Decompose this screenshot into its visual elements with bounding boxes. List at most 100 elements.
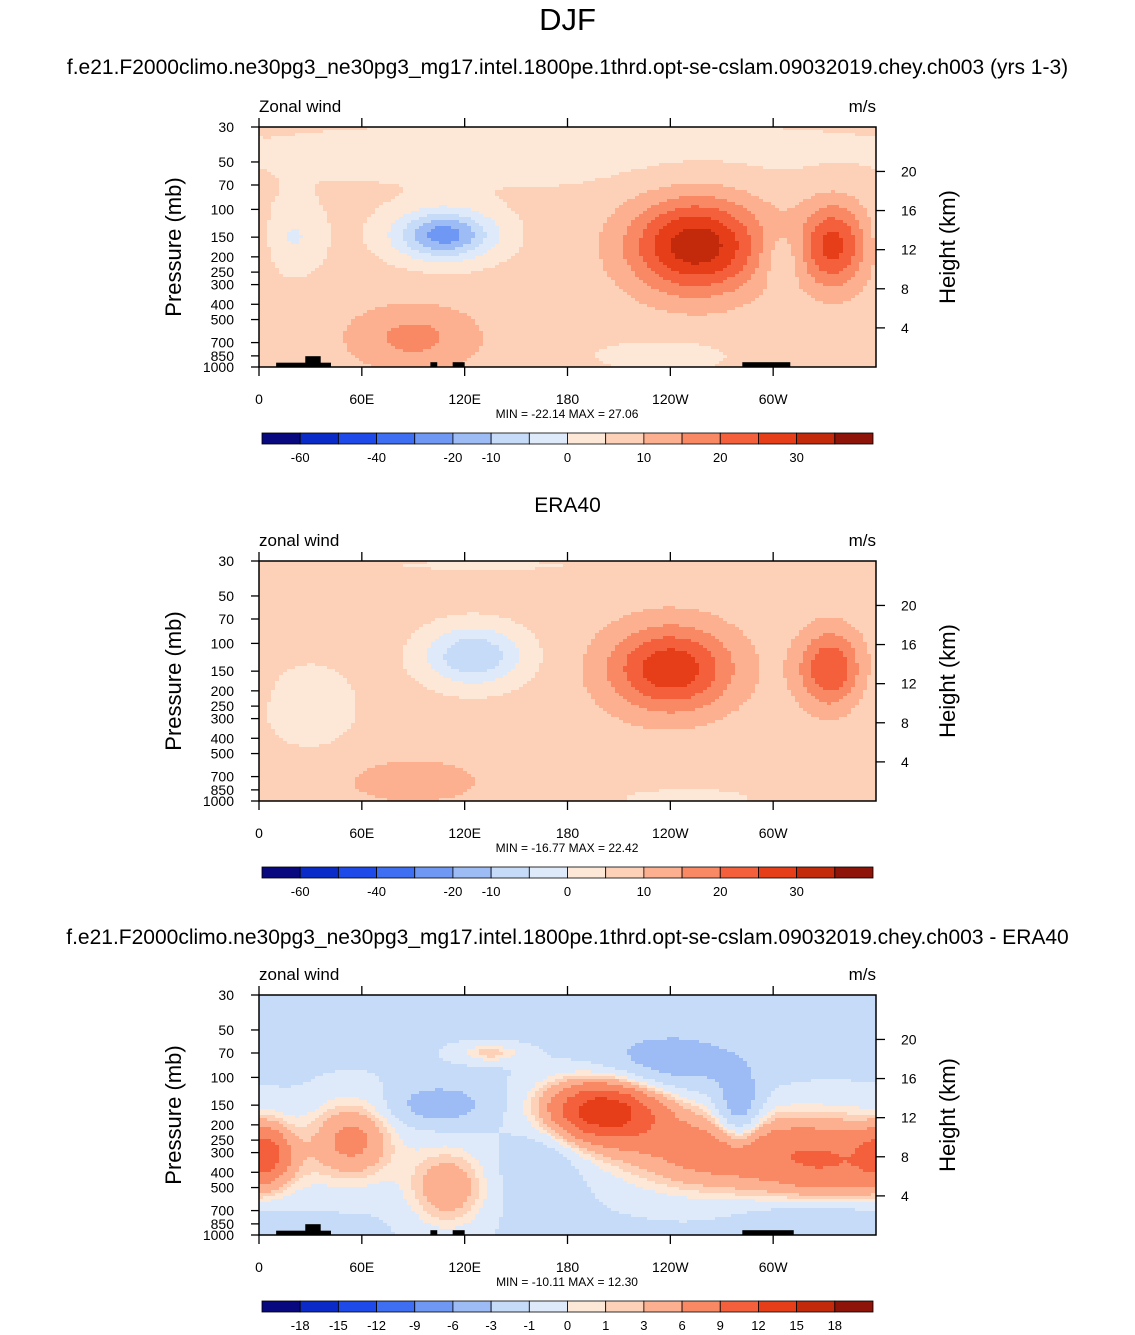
field-cell	[771, 175, 776, 179]
field-cell	[423, 148, 428, 152]
field-cell	[863, 181, 868, 185]
field-cell	[279, 127, 284, 131]
field-cell	[599, 199, 604, 203]
field-cell	[427, 211, 432, 215]
field-cell	[363, 172, 368, 176]
field-cell	[399, 157, 404, 161]
field-cell	[327, 145, 332, 149]
field-cell	[563, 160, 568, 164]
field-cell	[355, 169, 360, 173]
field-cell	[531, 178, 536, 182]
field-cell	[791, 130, 796, 134]
field-cell	[855, 214, 860, 218]
field-cell	[451, 208, 456, 212]
field-cell	[775, 175, 780, 179]
field-cell	[403, 163, 408, 167]
field-cell	[567, 172, 572, 176]
field-cell	[495, 190, 500, 194]
field-cell	[459, 217, 464, 221]
field-cell	[851, 193, 856, 197]
field-cell	[747, 217, 752, 221]
field-cell	[395, 145, 400, 149]
field-cell	[395, 130, 400, 134]
field-cell	[471, 151, 476, 155]
field-cell	[623, 214, 628, 218]
field-cell	[467, 190, 472, 194]
field-cell	[699, 205, 704, 209]
field-cell	[871, 199, 876, 203]
field-cell	[587, 211, 592, 215]
field-cell	[327, 181, 332, 185]
field-cell	[627, 133, 632, 137]
field-cell	[775, 193, 780, 197]
field-cell	[491, 166, 496, 170]
field-cell	[479, 217, 484, 221]
field-cell	[655, 193, 660, 197]
field-cell	[291, 154, 296, 158]
field-cell	[795, 166, 800, 170]
field-cell	[795, 205, 800, 209]
field-cell	[319, 157, 324, 161]
field-cell	[363, 214, 368, 218]
field-cell	[307, 163, 312, 167]
field-cell	[523, 148, 528, 152]
field-cell	[419, 202, 424, 206]
field-cell	[595, 157, 600, 161]
field-cell	[803, 157, 808, 161]
field-cell	[635, 181, 640, 185]
field-cell	[279, 151, 284, 155]
field-cell	[579, 136, 584, 140]
field-cell	[463, 172, 468, 176]
field-cell	[647, 148, 652, 152]
field-cell	[767, 181, 772, 185]
field-cell	[683, 175, 688, 179]
field-cell	[531, 127, 536, 131]
field-cell	[779, 202, 784, 206]
field-cell	[631, 184, 636, 188]
field-cell	[563, 205, 568, 209]
field-cell	[463, 199, 468, 203]
field-cell	[679, 187, 684, 191]
field-cell	[319, 163, 324, 167]
field-cell	[487, 169, 492, 173]
field-cell	[367, 211, 372, 215]
field-cell	[463, 211, 468, 215]
field-cell	[483, 184, 488, 188]
field-cell	[371, 193, 376, 197]
field-cell	[391, 202, 396, 206]
field-cell	[839, 199, 844, 203]
field-cell	[475, 181, 480, 185]
field-cell	[511, 157, 516, 161]
field-cell	[499, 178, 504, 182]
field-cell	[683, 154, 688, 158]
field-cell	[803, 175, 808, 179]
field-cell	[731, 217, 736, 221]
field-cell	[731, 127, 736, 131]
field-cell	[683, 220, 688, 224]
field-cell	[523, 208, 528, 212]
field-cell	[747, 196, 752, 200]
field-cell	[527, 157, 532, 161]
field-cell	[431, 160, 436, 164]
field-cell	[259, 193, 264, 197]
field-cell	[691, 139, 696, 143]
field-cell	[719, 175, 724, 179]
field-cell	[431, 127, 436, 131]
field-cell	[523, 157, 528, 161]
field-cell	[859, 190, 864, 194]
field-cell	[455, 193, 460, 197]
field-cell	[351, 208, 356, 212]
field-cell	[535, 196, 540, 200]
field-cell	[271, 223, 276, 227]
field-cell	[859, 163, 864, 167]
field-cell	[275, 217, 280, 221]
field-cell	[427, 205, 432, 209]
field-cell	[487, 187, 492, 191]
field-cell	[803, 136, 808, 140]
field-cell	[491, 154, 496, 158]
field-cell	[479, 139, 484, 143]
field-cell	[675, 139, 680, 143]
field-cell	[495, 199, 500, 203]
field-cell	[707, 184, 712, 188]
field-cell	[503, 154, 508, 158]
